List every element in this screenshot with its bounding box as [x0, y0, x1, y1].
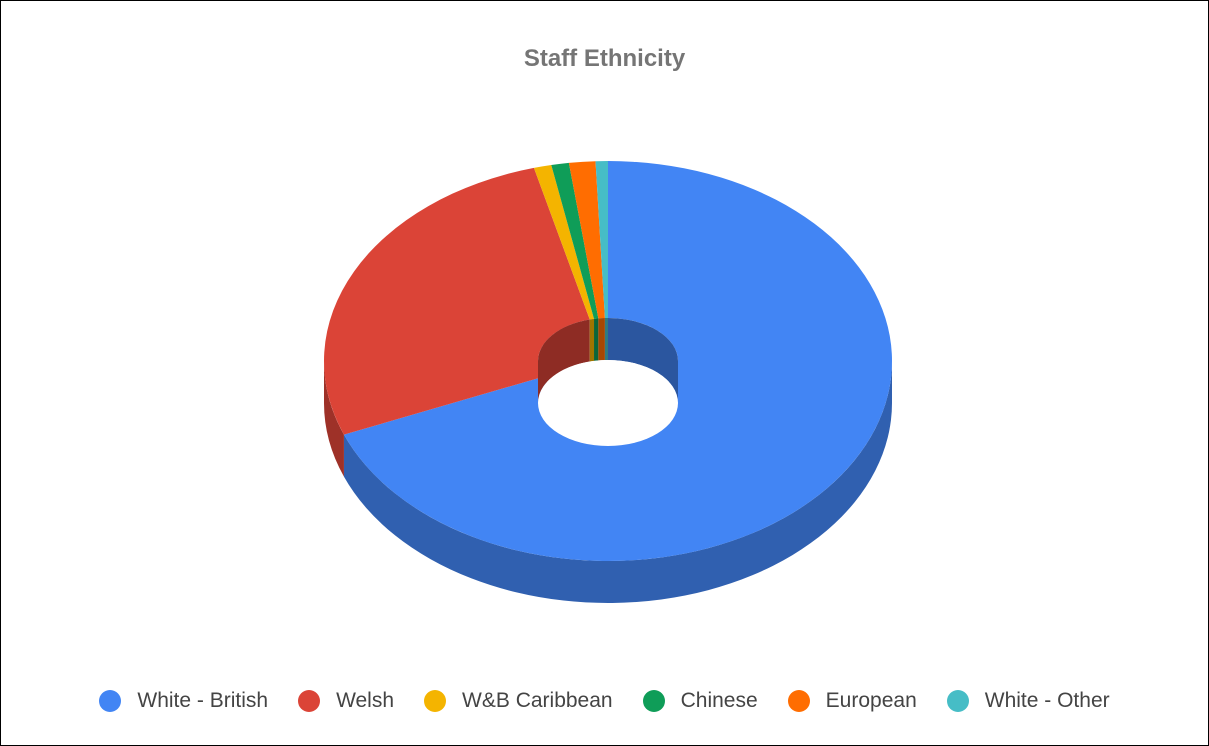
slice-welsh — [324, 167, 590, 435]
slice-inner-white-other-0 — [604, 318, 608, 361]
legend-item-w-b-caribbean: W&B Caribbean — [424, 689, 613, 713]
slice-white-british — [343, 161, 892, 561]
slice-european — [568, 161, 605, 319]
legend-item-welsh: Welsh — [298, 689, 394, 713]
legend-swatch-chinese — [642, 690, 665, 712]
pie-chart — [324, 161, 893, 603]
legend-label-chinese: Chinese — [680, 689, 758, 712]
slice-w-b-caribbean — [533, 165, 595, 320]
slice-side-white-british — [343, 361, 893, 603]
legend-label-w-b-caribbean: W&B Caribbean — [462, 689, 613, 712]
legend-item-white-other: White - Other — [946, 689, 1110, 713]
slice-inner-w-b-caribbean-0 — [589, 318, 595, 362]
legend-swatch-white-british — [99, 690, 122, 712]
legend-label-white-other: White - Other — [984, 689, 1110, 712]
chart-legend: White - British Welsh W&B Caribbean Chinese… — [1, 689, 1208, 713]
slice-chinese — [551, 162, 599, 319]
legend-label-european: European — [825, 689, 917, 712]
slice-inner-white-british-1 — [608, 318, 678, 403]
slice-inner-european-0 — [598, 318, 605, 361]
donut-hole — [538, 360, 678, 446]
slice-inner-chinese-0 — [594, 318, 599, 361]
legend-item-white-british: White - British — [99, 689, 268, 713]
slice-side-welsh — [324, 361, 344, 477]
legend-swatch-w-b-caribbean — [424, 690, 447, 712]
legend-label-welsh: Welsh — [336, 689, 395, 712]
legend-item-chinese: Chinese — [642, 689, 758, 713]
legend-label-white-british: White - British — [137, 689, 269, 712]
slice-white-other — [595, 161, 608, 319]
slice-inner-welsh-0 — [538, 319, 590, 403]
chart-title: Staff Ethnicity — [523, 45, 686, 72]
legend-swatch-european — [787, 690, 810, 712]
legend-swatch-white-other — [946, 690, 969, 712]
legend-swatch-welsh — [298, 690, 321, 712]
legend-item-european: European — [787, 689, 917, 713]
